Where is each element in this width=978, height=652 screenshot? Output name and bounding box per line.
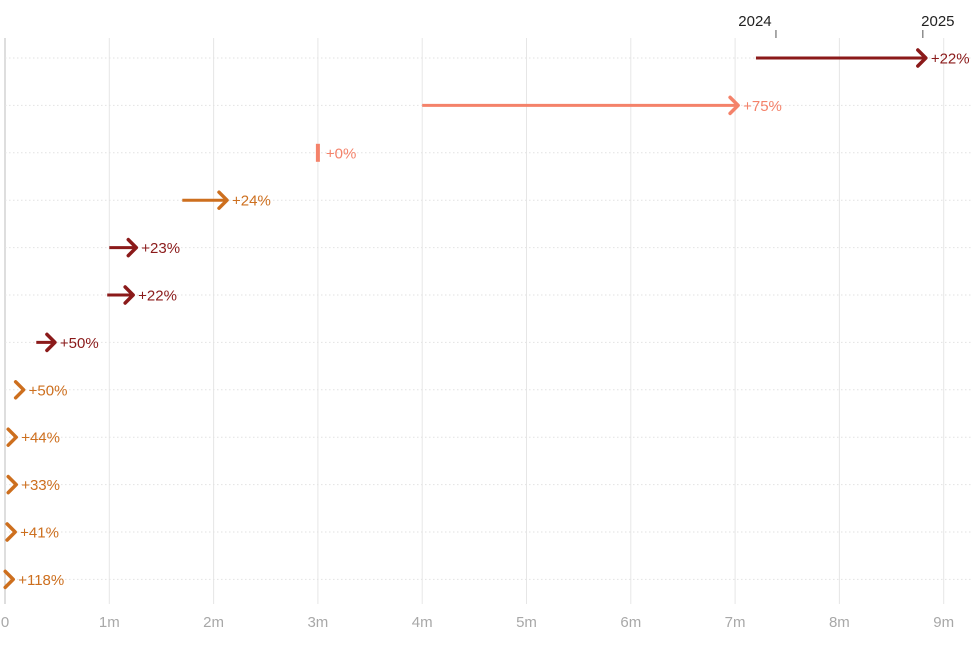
data-label: +22% (931, 51, 970, 68)
data-label: +50% (29, 382, 68, 399)
legend: 2024 2025 (738, 13, 955, 38)
x-tick-label: 9m (933, 614, 954, 631)
arrow-mark: +0% (315, 143, 356, 162)
legend-end-label: 2025 (921, 13, 954, 30)
legend-start-label: 2024 (738, 13, 771, 30)
data-label: +118% (18, 572, 64, 589)
arrow-mark: +118% (3, 569, 64, 590)
gridlines (4, 38, 945, 604)
data-label: +75% (743, 98, 782, 115)
row-lines (5, 57, 972, 580)
arrow-mark: +41% (5, 522, 59, 542)
x-tick-label: 2m (203, 614, 224, 631)
x-tick-label: 0 (1, 614, 9, 631)
data-label: +0% (326, 145, 356, 162)
arrow-mark: +23% (109, 237, 180, 258)
data-label: +23% (141, 240, 180, 257)
x-tick-label: 7m (725, 614, 746, 631)
arrow-head (217, 190, 229, 210)
data-label: +22% (138, 288, 177, 305)
data-label: +50% (60, 335, 99, 352)
x-tick-label: 3m (307, 614, 328, 631)
arrow-head (728, 95, 740, 116)
arrow-mark: +22% (755, 48, 970, 68)
arrow-mark: +75% (422, 95, 782, 116)
arrow-mark: +50% (36, 332, 99, 353)
arrow-head (45, 332, 57, 353)
arrow-head (916, 48, 928, 68)
arrow-mark: +50% (13, 380, 68, 400)
x-tick-label: 5m (516, 614, 537, 631)
arrow-head (13, 380, 26, 400)
arrows: +22% +75% +0% +24% +23% +22% +50% +50% +44% +33% +… (3, 48, 970, 590)
arrow-mark: +44% (6, 427, 60, 447)
x-tick-label: 8m (829, 614, 850, 631)
arrow-mark: +22% (107, 285, 177, 305)
data-label: +33% (21, 477, 60, 494)
arrow-mark: +24% (182, 190, 271, 210)
arrow-mark: +33% (6, 474, 60, 495)
arrow-head (3, 569, 15, 590)
arrow-head (6, 427, 18, 447)
x-tick-label: 4m (412, 614, 433, 631)
data-label: +41% (20, 525, 59, 542)
arrow-head (5, 522, 17, 542)
x-axis: 0 1m 2m 3m 4m 5m 6m 7m 8m 9m (1, 614, 954, 631)
arrow-head (126, 237, 139, 258)
arrow-head (6, 474, 18, 495)
x-tick-label: 6m (620, 614, 641, 631)
x-tick-label: 1m (99, 614, 120, 631)
data-label: +24% (232, 193, 271, 210)
data-label: +44% (21, 430, 60, 447)
arrow-head (123, 285, 135, 305)
